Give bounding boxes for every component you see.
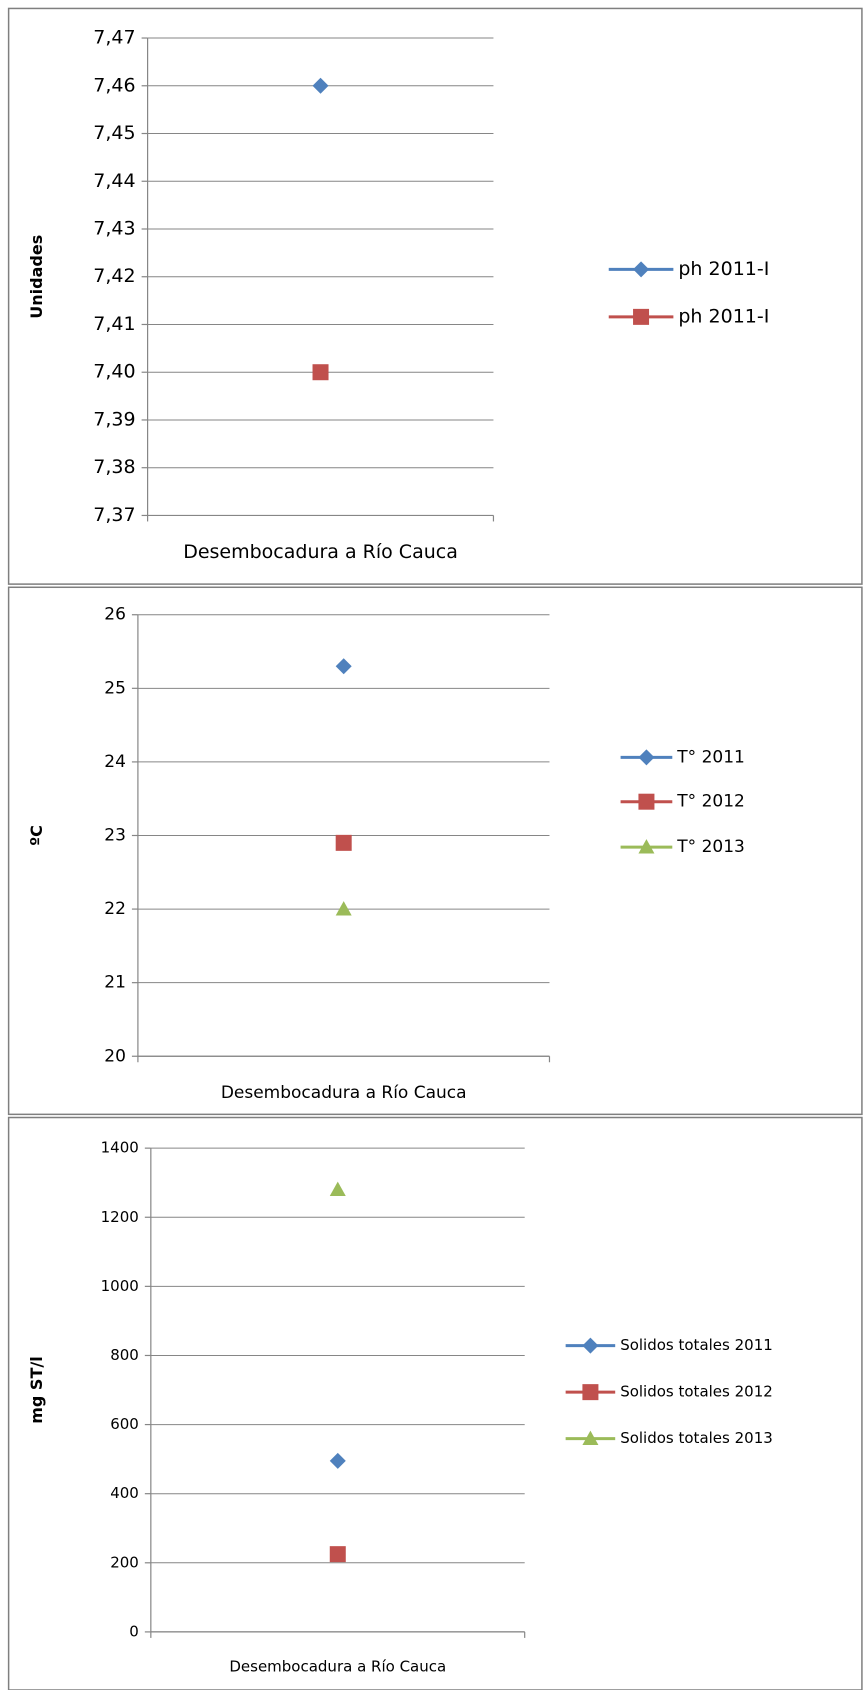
marker bbox=[329, 1181, 346, 1197]
marker bbox=[312, 77, 329, 94]
y-tick-label: 7,41 bbox=[93, 313, 135, 335]
legend-marker bbox=[582, 1337, 599, 1354]
y-tick-label: 7,45 bbox=[93, 122, 135, 144]
chart: 7,37 7,38 7,39 7,40 7,41 7,42 7,43 7,44 7,45 7,46… bbox=[7, 7, 863, 585]
legend-marker bbox=[638, 839, 655, 854]
y-tick-label: 7,46 bbox=[93, 74, 135, 96]
y-tick-label: 23 bbox=[104, 825, 126, 845]
y-axis-label: ºC bbox=[27, 825, 46, 846]
y-tick-label: 1200 bbox=[101, 1208, 139, 1226]
y-tick-label: 7,44 bbox=[93, 170, 135, 192]
y-tick-label: 22 bbox=[104, 899, 126, 919]
y-axis-label: Unidades bbox=[27, 235, 46, 319]
legend-marker bbox=[633, 308, 650, 325]
legend-label: Solidos totales 2012 bbox=[620, 1383, 773, 1401]
legend-label: Solidos totales 2013 bbox=[620, 1429, 773, 1447]
y-tick-label: 25 bbox=[104, 678, 126, 698]
y-tick-label: 0 bbox=[129, 1622, 139, 1640]
y-tick-label: 7,40 bbox=[93, 361, 135, 383]
x-tick-label: Desembocadura a Río Cauca bbox=[183, 541, 458, 563]
y-tick-label: 400 bbox=[110, 1484, 139, 1502]
y-tick-label: 7,42 bbox=[93, 265, 135, 287]
marker bbox=[335, 658, 352, 675]
marker bbox=[329, 1452, 346, 1469]
legend-marker bbox=[638, 793, 655, 810]
y-tick-label: 7,43 bbox=[93, 217, 135, 239]
marker bbox=[312, 364, 329, 381]
y-tick-label: 7,38 bbox=[93, 456, 135, 478]
y-tick-label: 20 bbox=[104, 1046, 126, 1066]
legend-marker bbox=[633, 261, 650, 278]
marker bbox=[335, 834, 352, 851]
legend-label: T° 2011 bbox=[676, 747, 745, 767]
chart-border bbox=[7, 1116, 863, 1690]
legend-label: Solidos totales 2011 bbox=[620, 1336, 773, 1354]
y-tick-label: 7,37 bbox=[93, 504, 135, 526]
legend-label: T° 2013 bbox=[676, 837, 745, 857]
legend-label: T° 2012 bbox=[676, 792, 745, 812]
y-tick-label: 1000 bbox=[101, 1277, 139, 1295]
y-tick-label: 24 bbox=[104, 752, 126, 772]
y-tick-label: 7,39 bbox=[93, 408, 135, 430]
legend-label: ph 2011-I bbox=[678, 258, 769, 280]
y-tick-label: 200 bbox=[110, 1553, 139, 1571]
chart-border bbox=[7, 586, 863, 1116]
y-tick-label: 21 bbox=[104, 973, 126, 993]
x-tick-label: Desembocadura a Río Cauca bbox=[221, 1083, 467, 1103]
chart: 20 21 22 23 24 25 26 Desembocadura a Río Cauca º… bbox=[7, 586, 863, 1116]
legend-marker bbox=[582, 1384, 599, 1401]
legend-label: ph 2011-I bbox=[678, 305, 769, 327]
legend-marker bbox=[582, 1430, 599, 1446]
y-tick-label: 800 bbox=[110, 1346, 139, 1364]
y-tick-label: 26 bbox=[104, 605, 126, 625]
y-tick-label: 1400 bbox=[101, 1139, 139, 1157]
y-tick-label: 7,47 bbox=[93, 27, 135, 49]
y-tick-label: 600 bbox=[110, 1415, 139, 1433]
y-axis-label: mg ST/l bbox=[27, 1356, 46, 1423]
chart-border bbox=[7, 7, 863, 585]
marker bbox=[335, 901, 352, 916]
marker bbox=[329, 1546, 346, 1563]
chart: 0 200 400 600 800 1000 1200 1400 Desembocadura a… bbox=[7, 1116, 863, 1690]
x-tick-label: Desembocadura a Río Cauca bbox=[229, 1657, 446, 1675]
legend-marker bbox=[638, 749, 655, 766]
